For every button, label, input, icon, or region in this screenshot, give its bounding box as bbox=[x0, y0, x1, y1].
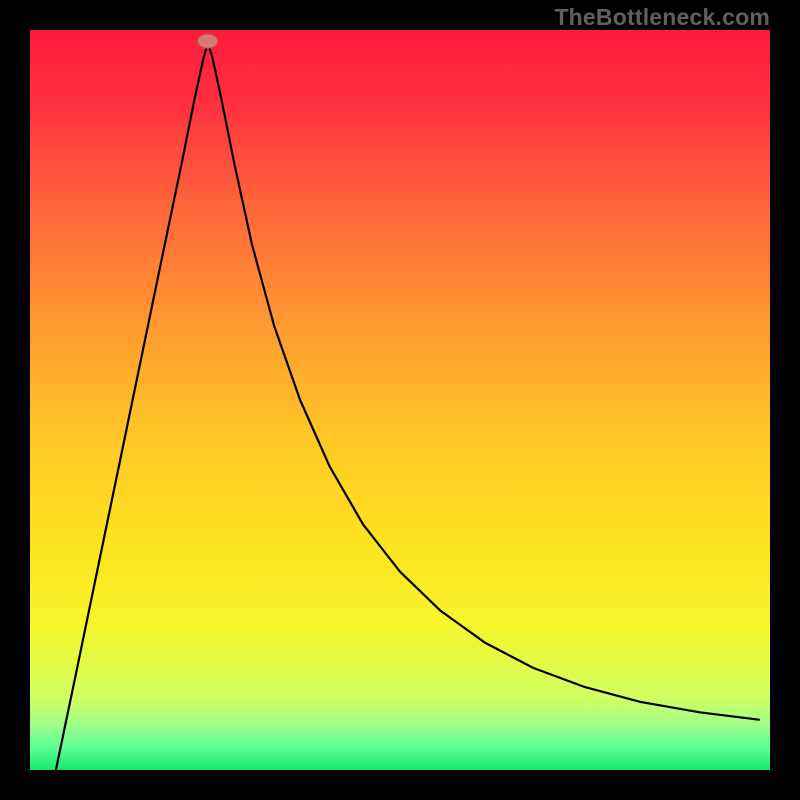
optimal-point-marker bbox=[198, 34, 218, 48]
bottleneck-curve-layer bbox=[30, 30, 770, 770]
watermark-text: TheBottleneck.com bbox=[554, 4, 770, 31]
chart-container: TheBottleneck.com bbox=[0, 0, 800, 800]
bottleneck-curve bbox=[56, 43, 759, 770]
plot-area bbox=[30, 30, 770, 770]
